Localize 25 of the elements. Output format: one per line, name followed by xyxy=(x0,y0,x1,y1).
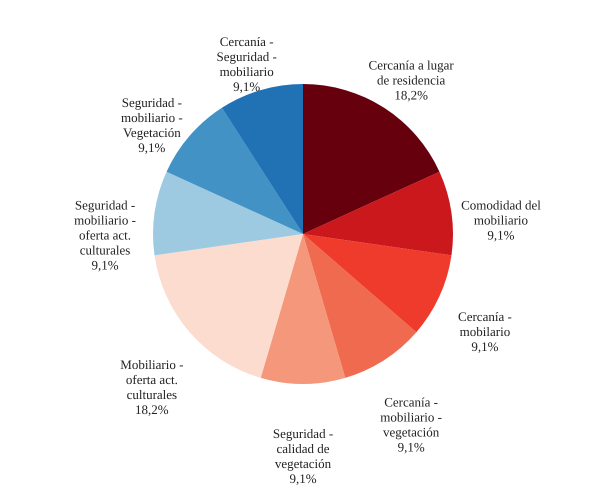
pie-slice xyxy=(303,234,416,378)
pie-slice xyxy=(222,84,303,234)
pie-slice xyxy=(303,84,440,234)
data-label: 9,1% xyxy=(289,471,317,486)
pie-slice xyxy=(153,172,303,256)
slice-label: Cercanía - mobilario xyxy=(458,309,512,340)
data-label: 9,1% xyxy=(471,339,499,354)
slice-label: Seguridad - mobiliario - oferta act. culturales xyxy=(74,198,136,258)
pie-slice xyxy=(303,172,453,256)
slice-label: Comodidad del mobiliario xyxy=(461,198,542,228)
slice-label: Cercanía a lugar de residencia xyxy=(368,58,454,88)
slice-label: Seguridad - mobiliario - Vegetación xyxy=(120,95,183,140)
data-label: 9,1% xyxy=(398,439,425,454)
data-label: 18,2% xyxy=(394,88,428,103)
data-label: 18,2% xyxy=(135,402,169,417)
slice-label: Mobiliario - oferta act. culturales xyxy=(120,356,184,402)
data-label: 9,1% xyxy=(233,79,260,94)
data-label: 9,1% xyxy=(138,140,166,156)
slice-label: Cercanía - mobiliario - vegetación xyxy=(380,394,442,440)
pie-slice xyxy=(303,234,452,332)
data-label: 9,1% xyxy=(487,228,515,243)
data-label: 9,1% xyxy=(91,258,119,273)
slice-label: Cercanía - Seguridad - mobiliario xyxy=(216,34,277,80)
pie-slice xyxy=(260,234,346,384)
slice-label: Seguridad - calidad de vegetación xyxy=(272,426,334,471)
